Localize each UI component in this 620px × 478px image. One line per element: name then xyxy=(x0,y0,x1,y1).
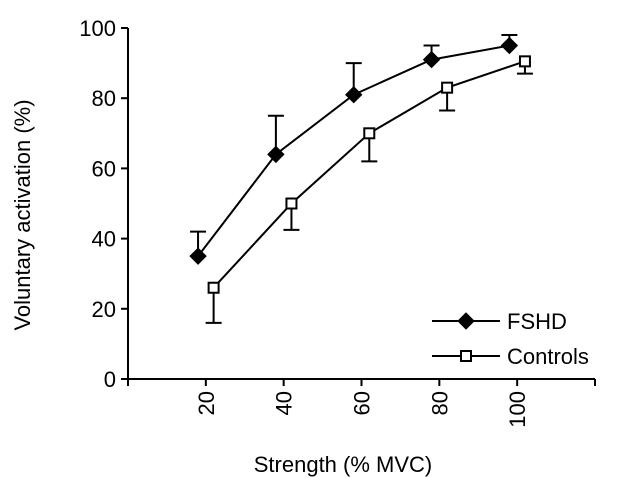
y-tick-label: 100 xyxy=(79,16,116,41)
y-tick-label: 40 xyxy=(92,227,116,252)
x-axis-title: Strength (% MVC) xyxy=(254,452,433,477)
legend-label-controls: Controls xyxy=(507,344,589,369)
x-tick-label: 40 xyxy=(272,391,297,415)
legend-item-fshd: FSHD xyxy=(432,309,567,334)
y-ticks: 0 20 40 60 80 100 xyxy=(79,16,128,392)
data-point-controls xyxy=(518,55,531,68)
x-ticks: 20 40 60 80 100 xyxy=(127,379,596,428)
legend-marker-controls xyxy=(460,350,472,362)
data-point-fshd xyxy=(345,85,363,104)
y-tick-label: 60 xyxy=(92,156,116,181)
y-tick-label: 20 xyxy=(92,297,116,322)
legend-label-fshd: FSHD xyxy=(507,309,567,334)
data-point-controls xyxy=(363,127,376,140)
legend-marker-fshd xyxy=(457,312,475,330)
series-fshd xyxy=(189,34,519,265)
series-controls xyxy=(205,55,533,324)
data-point-controls xyxy=(207,281,220,294)
x-tick-label: 60 xyxy=(350,391,375,415)
series-layer xyxy=(189,34,533,324)
data-point-fshd xyxy=(267,145,285,164)
x-tick-label: 20 xyxy=(194,391,219,415)
x-tick-label: 100 xyxy=(505,391,530,428)
data-point-controls xyxy=(285,197,298,210)
x-tick-label: 80 xyxy=(427,391,452,415)
legend: FSHD Controls xyxy=(432,309,589,369)
legend-item-controls: Controls xyxy=(432,344,589,369)
y-tick-label: 80 xyxy=(92,86,116,111)
data-point-fshd xyxy=(189,247,207,265)
data-point-fshd xyxy=(500,36,519,55)
y-tick-label: 0 xyxy=(104,367,116,392)
y-axis-title: Voluntary activation (%) xyxy=(10,99,35,330)
data-point-fshd xyxy=(422,50,441,69)
data-point-controls xyxy=(441,81,454,94)
